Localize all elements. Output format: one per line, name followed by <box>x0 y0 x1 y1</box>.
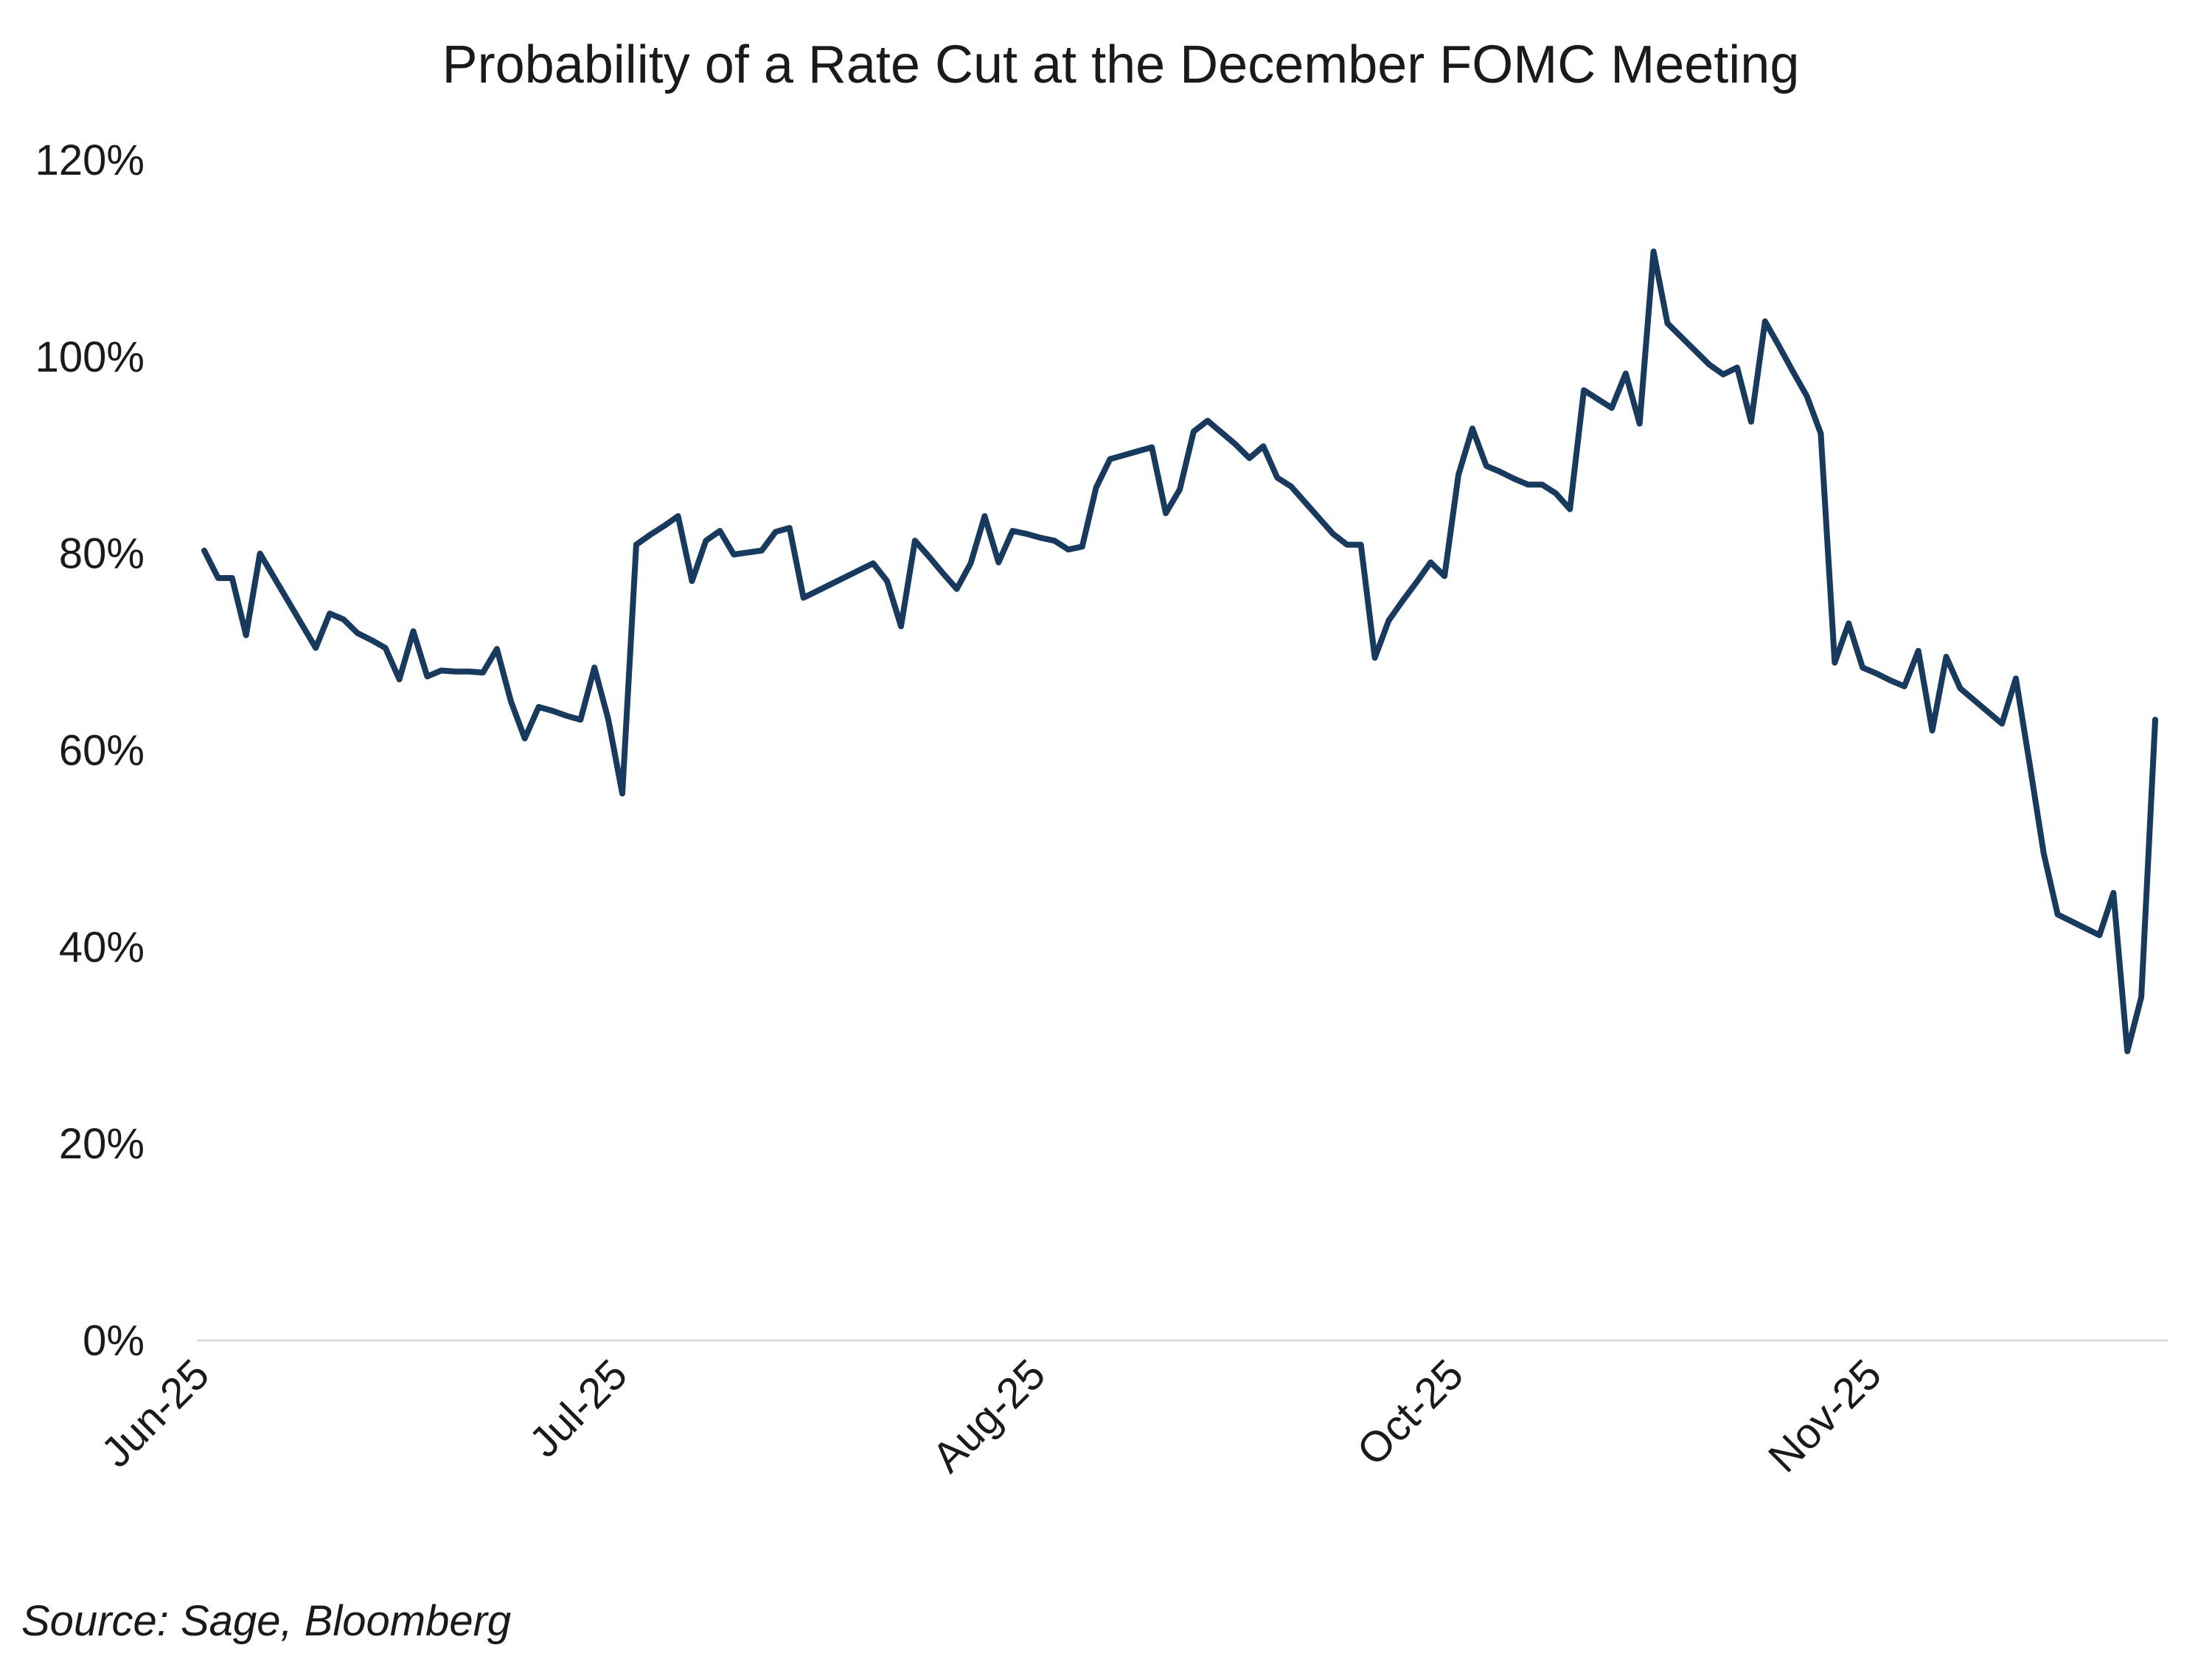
y-tick-label: 80% <box>59 530 145 578</box>
y-tick-label: 100% <box>35 333 145 381</box>
y-tick-label: 20% <box>59 1120 145 1168</box>
source-note: Source: Sage, Bloomberg <box>21 1597 511 1645</box>
chart-title: Probability of a Rate Cut at the Decembe… <box>442 35 1800 94</box>
data-line <box>201 248 2158 1054</box>
y-tick-label: 60% <box>59 727 145 775</box>
y-tick-label: 0% <box>83 1317 145 1365</box>
y-tick-label: 40% <box>59 923 145 971</box>
y-tick-label: 120% <box>35 136 145 184</box>
